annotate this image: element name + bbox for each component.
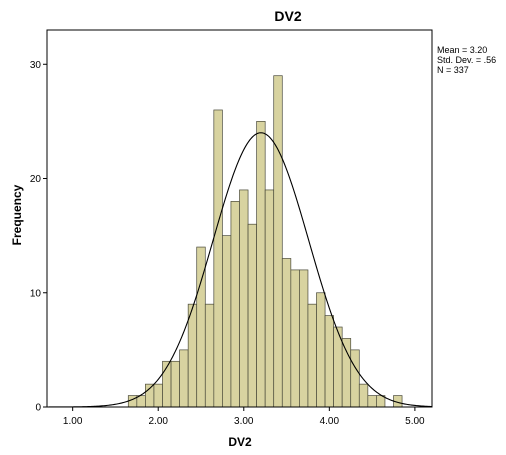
histogram-bar	[358, 383, 369, 408]
histogram-bar	[213, 109, 223, 408]
histogram-bar	[281, 258, 292, 408]
histogram-bar	[264, 189, 275, 408]
std-dev-annotation: Std. Dev. = .56	[437, 55, 496, 65]
plot-frame	[46, 29, 433, 408]
histogram-bar	[145, 383, 155, 408]
normal-curve	[47, 132, 433, 408]
y-tick-label: 20	[30, 174, 42, 185]
x-tick-label: 1.00	[63, 416, 83, 427]
chart-title: DV2	[274, 8, 301, 24]
x-tick-label: 5.00	[405, 416, 425, 427]
histogram-bar	[299, 269, 309, 408]
histogram-bar	[324, 315, 334, 408]
y-tick-label: 10	[30, 288, 42, 299]
x-axis-label: DV2	[228, 435, 252, 449]
histogram-bar	[187, 303, 198, 408]
y-tick-label: 30	[30, 60, 42, 71]
y-tick-label: 0	[35, 403, 41, 414]
histogram-bar	[273, 75, 283, 408]
histogram-bars	[127, 75, 403, 408]
histogram-bar	[204, 303, 215, 408]
histogram-bar	[179, 349, 189, 408]
x-tick-label: 2.00	[148, 416, 168, 427]
x-axis-ticks: 1.00 2.00 3.00 4.00 5.00	[63, 407, 425, 427]
histogram-bar	[256, 121, 266, 408]
y-axis-ticks: 0 10 20 30	[30, 60, 47, 414]
histogram-bar	[341, 338, 352, 408]
histogram-bar	[316, 292, 326, 408]
histogram-bar	[350, 349, 360, 408]
histogram-bar	[307, 303, 317, 408]
histogram-bar	[127, 395, 138, 408]
x-tick-label: 3.00	[234, 416, 254, 427]
histogram-bar	[239, 189, 249, 408]
n-annotation: N = 337	[437, 65, 469, 75]
histogram-bar	[153, 383, 163, 408]
histogram-bar	[290, 269, 300, 408]
x-tick-label: 4.00	[320, 416, 340, 427]
histogram-bar	[367, 395, 377, 408]
histogram-bar	[230, 201, 240, 408]
histogram-bar	[222, 235, 232, 408]
histogram-bar	[170, 360, 180, 408]
mean-annotation: Mean = 3.20	[437, 45, 487, 55]
histogram-bar	[247, 223, 257, 408]
y-axis-label: Frequency	[10, 184, 24, 245]
